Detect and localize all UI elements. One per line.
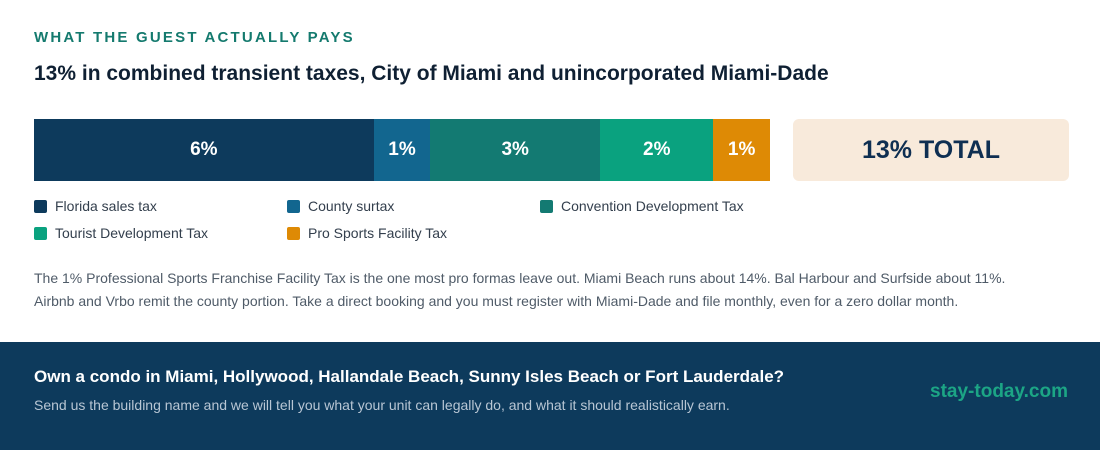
bar-segment-2: 1% [373, 119, 431, 181]
bar-segment-label: 3% [501, 139, 529, 160]
legend-label: Tourist Development Tax [55, 225, 209, 241]
legend-label: Pro Sports Facility Tax [308, 225, 448, 241]
bar-segment-label: 1% [727, 139, 756, 160]
legend-swatch [287, 226, 300, 240]
cta-footer: Own a condo in Miami, Hollywood, Halland… [0, 342, 1100, 450]
bar-segment-1: 6% [34, 119, 374, 181]
legend: Florida sales tax County surtax Convention… [34, 198, 934, 241]
bar-segment-label: 6% [190, 139, 218, 160]
legend-swatch [34, 199, 47, 213]
explanatory-note: The 1% Professional Sports Franchise Fac… [34, 267, 1074, 313]
brand-link[interactable]: stay-today.com [930, 381, 1068, 402]
legend-item: Convention Development Tax [540, 198, 840, 214]
legend-item: Florida sales tax [34, 198, 287, 214]
legend-label: Convention Development Tax [561, 198, 744, 214]
bar-segment-5: 1% [713, 119, 770, 181]
legend-label: County surtax [308, 198, 395, 214]
legend-swatch [287, 199, 300, 213]
footer-subtitle: Send us the building name and we will te… [34, 397, 730, 413]
stacked-tax-bar: 6% 1% 3% 2% 1% [34, 119, 770, 181]
footer-title: Own a condo in Miami, Hollywood, Halland… [34, 367, 785, 386]
note-line-2: Airbnb and Vrbo remit the county portion… [34, 293, 959, 309]
legend-item: County surtax [287, 198, 540, 214]
bar-segment-4: 2% [600, 119, 714, 181]
bar-segment-label: 1% [388, 139, 416, 160]
legend-item: Pro Sports Facility Tax [287, 225, 540, 241]
bar-segment-3: 3% [430, 119, 601, 181]
note-line-1: The 1% Professional Sports Franchise Fac… [34, 270, 1006, 286]
legend-swatch [34, 226, 47, 240]
chart-title: 13% in combined transient taxes, City of… [34, 62, 829, 85]
legend-item: Tourist Development Tax [34, 225, 287, 241]
bar-segment-label: 2% [643, 139, 671, 160]
legend-swatch [540, 199, 553, 213]
legend-label: Florida sales tax [55, 198, 157, 214]
eyebrow-label: WHAT THE GUEST ACTUALLY PAYS [34, 29, 355, 46]
total-badge: 13% TOTAL [793, 119, 1069, 181]
